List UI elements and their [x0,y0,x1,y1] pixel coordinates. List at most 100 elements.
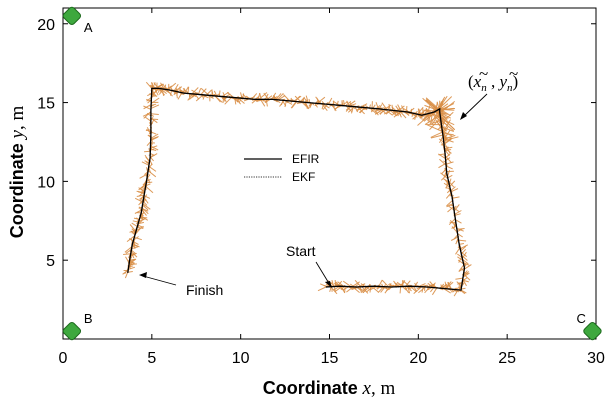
measurement-spike [137,191,145,195]
measurement-spike [357,106,365,115]
finish-label: Finish [186,282,223,298]
measurement-spike [366,285,374,293]
measurement-spike [425,107,427,115]
measurement-spike [304,102,310,109]
anchor-label-a: A [84,20,93,35]
measurement-spike [402,279,410,287]
measurement-spike [197,88,202,95]
measurement-spike [437,96,453,111]
measurement-spike [437,125,442,131]
measurement-spike [459,243,464,245]
measurement-spike [408,107,415,113]
measurement-spike [278,95,286,101]
measurement-spike [397,104,402,112]
tilde-x: ~ [479,64,488,83]
measurement-spike [317,286,327,292]
measurement-spike [442,130,453,137]
x-tick-label: 15 [321,350,339,367]
measurement-spike [150,97,160,104]
measurement-spike [150,145,159,151]
measurement-spike [347,100,356,107]
measurement-spike [460,245,467,252]
measurement-spike [194,93,200,100]
annotations: Start Finish (xn , yn) ~ ~ [139,64,518,298]
measurement-spike [294,95,302,103]
plot-frame [62,7,597,340]
x-axis-ticks: 0 5 10 15 20 25 30 [59,8,605,367]
finish-arrow-line [142,275,177,286]
measurement-spike [456,227,464,232]
measurement-spike [145,186,154,194]
measurement-spike [141,161,150,166]
measurement-spike [447,281,452,290]
measurement-spike [378,279,383,287]
y-tick-label: 15 [37,96,55,113]
measurement-spike [146,181,153,184]
measurement-spike [457,281,463,285]
measurement-spike [293,95,302,102]
measurement-spike [457,256,464,261]
measurement-spike [132,220,139,223]
measurement-spike [457,228,463,232]
measurement-spike [462,259,469,265]
measurement-spike [454,213,461,216]
measurement-spike [140,184,147,189]
measurement-spike [305,95,309,103]
measurement-spike [446,200,453,207]
measurement-spike [184,86,189,94]
measurement-spike [165,85,173,90]
anchor-node-a [62,6,82,26]
measurement-spike [146,97,152,102]
measurement-spike [142,203,151,210]
measurement-spike [463,271,469,275]
y-tick-label: 10 [37,174,55,191]
measurement-spike [132,241,139,245]
measurement-spike [439,135,444,144]
measurement-spike [450,188,459,193]
measurement-spike [195,94,204,102]
measurement-spike [377,286,384,294]
measurement-spike [214,95,223,103]
tilde-y: ~ [509,64,518,83]
measurement-spike [146,98,152,102]
y-tick-label: 5 [46,253,55,270]
measurement-spike [303,101,309,110]
measurement-spike [449,180,456,187]
measurement-spike [370,107,377,115]
measurement-spike [430,112,434,124]
x-axis-label: Coordinate x, m [263,378,396,399]
measurement-spike [443,141,451,155]
measurement-spike [459,244,469,250]
measurement-spike [132,244,139,247]
start-label: Start [286,243,316,259]
estimate-arrow-line [462,93,488,118]
measurement-spike [445,192,452,199]
measurement-spike [441,126,454,132]
measurement-spike [151,82,156,89]
measurement-spike [458,264,465,272]
measurement-spike [354,279,362,288]
measurement-spike [436,96,446,111]
measurement-spike [260,99,266,107]
measurement-spike [453,207,459,212]
measurement-spike [125,248,132,254]
estimate-label: (xn , yn) [468,72,518,94]
measurement-spike [139,216,148,219]
measurement-spike [454,210,462,215]
legend-ekf-label: EKF [292,170,315,184]
measurement-spike [138,187,145,193]
measurement-spike [447,174,453,179]
measurement-spike [399,110,407,119]
measurement-spike [414,113,417,120]
measurement-spike [442,119,451,133]
measurement-spike [404,286,410,294]
ekf-trajectory [127,87,466,291]
measurement-spike [222,92,226,98]
measurement-spike [399,286,402,294]
measurement-spike [335,281,340,287]
measurement-spike [130,230,136,236]
legend: EFIR EKF [244,152,320,184]
measurement-spike [428,112,431,123]
measurement-spike [396,110,399,117]
measurement-spike [464,264,472,270]
